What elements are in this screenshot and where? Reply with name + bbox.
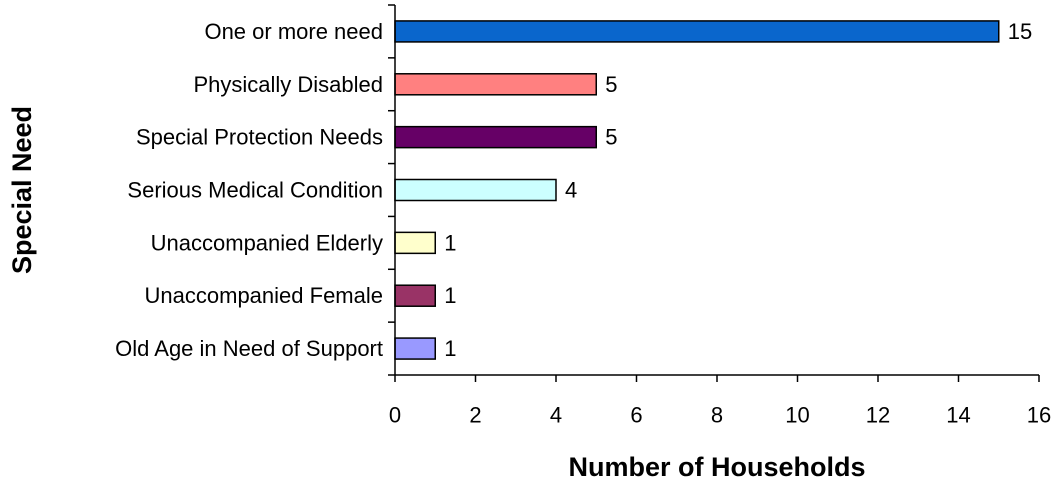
bar xyxy=(394,284,436,307)
x-tick-label: 0 xyxy=(389,403,401,428)
x-ticks: 0 2 4 6 8 10 12 14 16 xyxy=(389,375,1051,428)
data-label: 4 xyxy=(565,178,577,203)
category-label: Physically Disabled xyxy=(193,72,383,97)
category-label: Serious Medical Condition xyxy=(127,178,383,203)
bar xyxy=(394,125,597,149)
bar xyxy=(394,231,436,255)
data-label: 1 xyxy=(444,230,456,255)
category-label: Unaccompanied Elderly xyxy=(151,230,383,255)
x-tick-label: 12 xyxy=(866,403,890,428)
category-label: One or more need xyxy=(204,19,383,44)
x-tick-label: 4 xyxy=(550,403,562,428)
category-label: Old Age in Need of Support xyxy=(115,336,383,361)
category-labels: One or more need Physically Disabled Speci… xyxy=(115,19,383,361)
x-tick-label: 10 xyxy=(785,403,809,428)
bar xyxy=(394,178,557,202)
bar xyxy=(394,20,1000,43)
bar xyxy=(394,73,597,96)
y-axis-title: Special Need xyxy=(7,106,37,274)
x-tick-label: 2 xyxy=(469,403,481,428)
data-label: 15 xyxy=(1008,19,1032,44)
x-tick-label: 14 xyxy=(946,403,970,428)
category-label: Special Protection Needs xyxy=(136,125,383,150)
bars-group xyxy=(394,20,1000,360)
x-tick-label: 16 xyxy=(1027,403,1051,428)
y-ticks xyxy=(388,4,395,376)
x-tick-label: 6 xyxy=(630,403,642,428)
bar xyxy=(394,337,436,360)
value-labels: 15 5 5 4 1 1 1 xyxy=(444,19,1032,361)
data-label: 1 xyxy=(444,283,456,308)
x-tick-label: 8 xyxy=(711,403,723,428)
x-axis-title: Number of Households xyxy=(568,452,865,482)
data-label: 5 xyxy=(605,125,617,150)
data-label: 1 xyxy=(444,336,456,361)
category-label: Unaccompanied Female xyxy=(145,283,383,308)
data-label: 5 xyxy=(605,72,617,97)
